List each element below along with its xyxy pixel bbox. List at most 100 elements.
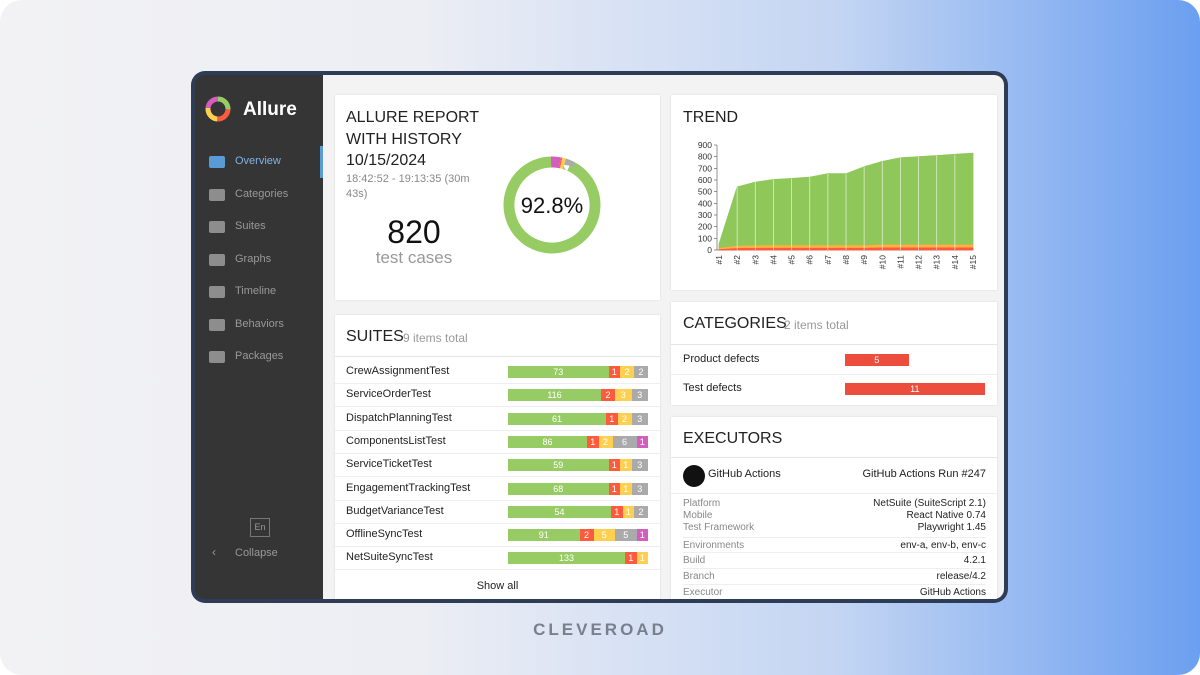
suite-name: DispatchPlanningTest <box>346 411 452 424</box>
suite-row[interactable] <box>335 454 660 478</box>
donut-segment <box>503 156 601 254</box>
suite-bar-segment: 61 <box>508 412 606 425</box>
executor-label: Executor <box>683 587 723 598</box>
executor-value: React Native 0.74 <box>906 510 987 521</box>
x-tick-label: #11 <box>895 255 905 269</box>
suite-row[interactable] <box>335 478 660 501</box>
suites-title: SUITES <box>346 328 404 345</box>
nav-icon[interactable] <box>209 156 225 168</box>
suite-bar-segment: 2 <box>620 366 634 378</box>
summary-card <box>335 95 660 300</box>
logo <box>205 96 231 122</box>
suite-bar-segment: 1 <box>620 459 632 472</box>
suite-name: ComponentsListTest <box>346 434 446 447</box>
suite-bar-segment: 86 <box>508 435 587 448</box>
trend-title: TREND <box>683 109 739 126</box>
executor-label: Branch <box>683 571 715 582</box>
suite-bar-segment: 1 <box>608 366 620 378</box>
suite-row[interactable] <box>335 361 660 384</box>
executor-value: env-a, env-b, env-c <box>900 540 986 551</box>
x-tick-label: #2 <box>732 255 742 265</box>
logo <box>205 96 231 122</box>
executor-label: Test Framework <box>683 522 755 533</box>
nav-icon[interactable] <box>209 188 225 201</box>
suite-bar-segment: 3 <box>631 482 648 495</box>
suite-name: NetSuiteSyncTest <box>346 551 433 564</box>
watermark: CLEVEROAD <box>533 620 667 639</box>
nav-icon[interactable] <box>209 351 225 363</box>
suite-row[interactable] <box>335 524 660 548</box>
show-all-button[interactable]: Show all <box>476 580 519 592</box>
suite-bar-segment: 1 <box>608 482 620 495</box>
suite-bar-segment: 68 <box>508 482 609 495</box>
executor-label: Platform <box>683 498 721 509</box>
collapse-icon: ‹ <box>212 545 216 559</box>
nav-item[interactable]: Timeline <box>235 285 277 297</box>
nav-icon[interactable] <box>209 318 225 331</box>
suite-bar-segment: 2 <box>598 435 613 448</box>
x-tick-label: #5 <box>787 255 797 265</box>
suite-bar-segment: 5 <box>593 529 615 542</box>
suite-bar-segment: 116 <box>508 389 601 402</box>
suite-row[interactable] <box>335 408 660 431</box>
report-title: 10/15/2024 <box>346 152 427 169</box>
suite-bar-segment: 3 <box>615 389 632 402</box>
x-tick-label: #12 <box>914 255 924 269</box>
category-name[interactable]: Test defects <box>683 382 742 394</box>
suite-bar-segment: 2 <box>617 412 632 425</box>
x-tick-label: #1 <box>714 255 724 265</box>
suite-row[interactable] <box>335 431 660 454</box>
suite-bar-segment: 59 <box>508 459 609 472</box>
suite-row[interactable] <box>335 501 660 524</box>
suite-bar-segment: 5 <box>615 529 637 542</box>
nav-item[interactable]: Overview <box>235 155 281 167</box>
suite-row[interactable] <box>335 547 660 571</box>
suite-bar-segment: 91 <box>508 529 580 542</box>
divider <box>683 552 986 553</box>
y-tick-label: 600 <box>698 175 712 185</box>
divider <box>671 493 997 494</box>
suites-card <box>335 315 660 599</box>
x-tick-label: #13 <box>932 255 942 269</box>
nav-item[interactable]: Graphs <box>235 252 272 265</box>
suite-row[interactable] <box>335 384 660 408</box>
y-tick-label: 400 <box>698 198 712 208</box>
nav-icon[interactable] <box>209 286 225 298</box>
suite-bar-segment: 1 <box>608 459 620 472</box>
x-tick-label: #15 <box>968 255 978 269</box>
nav-item[interactable]: Packages <box>235 350 284 362</box>
logo <box>205 96 231 122</box>
x-tick-label: #4 <box>768 255 778 265</box>
divider <box>683 584 986 585</box>
executor-value: Playwright 1.45 <box>917 522 986 533</box>
categories-title: CATEGORIES <box>683 315 787 332</box>
category-name[interactable]: Product defects <box>683 353 760 365</box>
executor-label: Environments <box>683 540 745 551</box>
y-tick-label: 200 <box>698 222 712 232</box>
nav-item[interactable]: Behaviors <box>235 317 284 330</box>
x-tick-label: #14 <box>950 255 960 269</box>
suite-bar-segment: 1 <box>636 552 648 565</box>
suite-name: OfflineSyncTest <box>346 528 423 541</box>
suite-bar-segment: 2 <box>579 529 594 542</box>
executor-value: release/4.2 <box>936 571 986 582</box>
language-button[interactable]: En <box>250 518 270 537</box>
github-icon <box>683 465 705 487</box>
x-tick-label: #3 <box>750 255 760 265</box>
suite-name: ServiceOrderTest <box>346 388 431 401</box>
executor-run-link[interactable]: GitHub Actions Run #247 <box>862 468 986 480</box>
category-bar: 11 <box>845 383 985 395</box>
executor-value: GitHub Actions <box>919 587 986 598</box>
nav-item[interactable]: Categories <box>235 187 289 200</box>
nav-item[interactable]: Suites <box>235 220 266 232</box>
suite-bar-segment: 3 <box>631 389 648 402</box>
nav-icon[interactable] <box>209 221 225 233</box>
active-marker <box>320 146 323 178</box>
suite-bar-segment: 2 <box>634 505 648 518</box>
executor-name: GitHub Actions <box>708 468 781 480</box>
suite-name: BudgetVarianceTest <box>346 504 444 517</box>
suite-name: ServiceTicketTest <box>346 458 432 471</box>
nav-icon[interactable] <box>209 253 225 266</box>
executor-value: NetSuite (SuiteScript 2.1) <box>873 498 986 509</box>
collapse-button[interactable]: Collapse <box>235 547 278 559</box>
